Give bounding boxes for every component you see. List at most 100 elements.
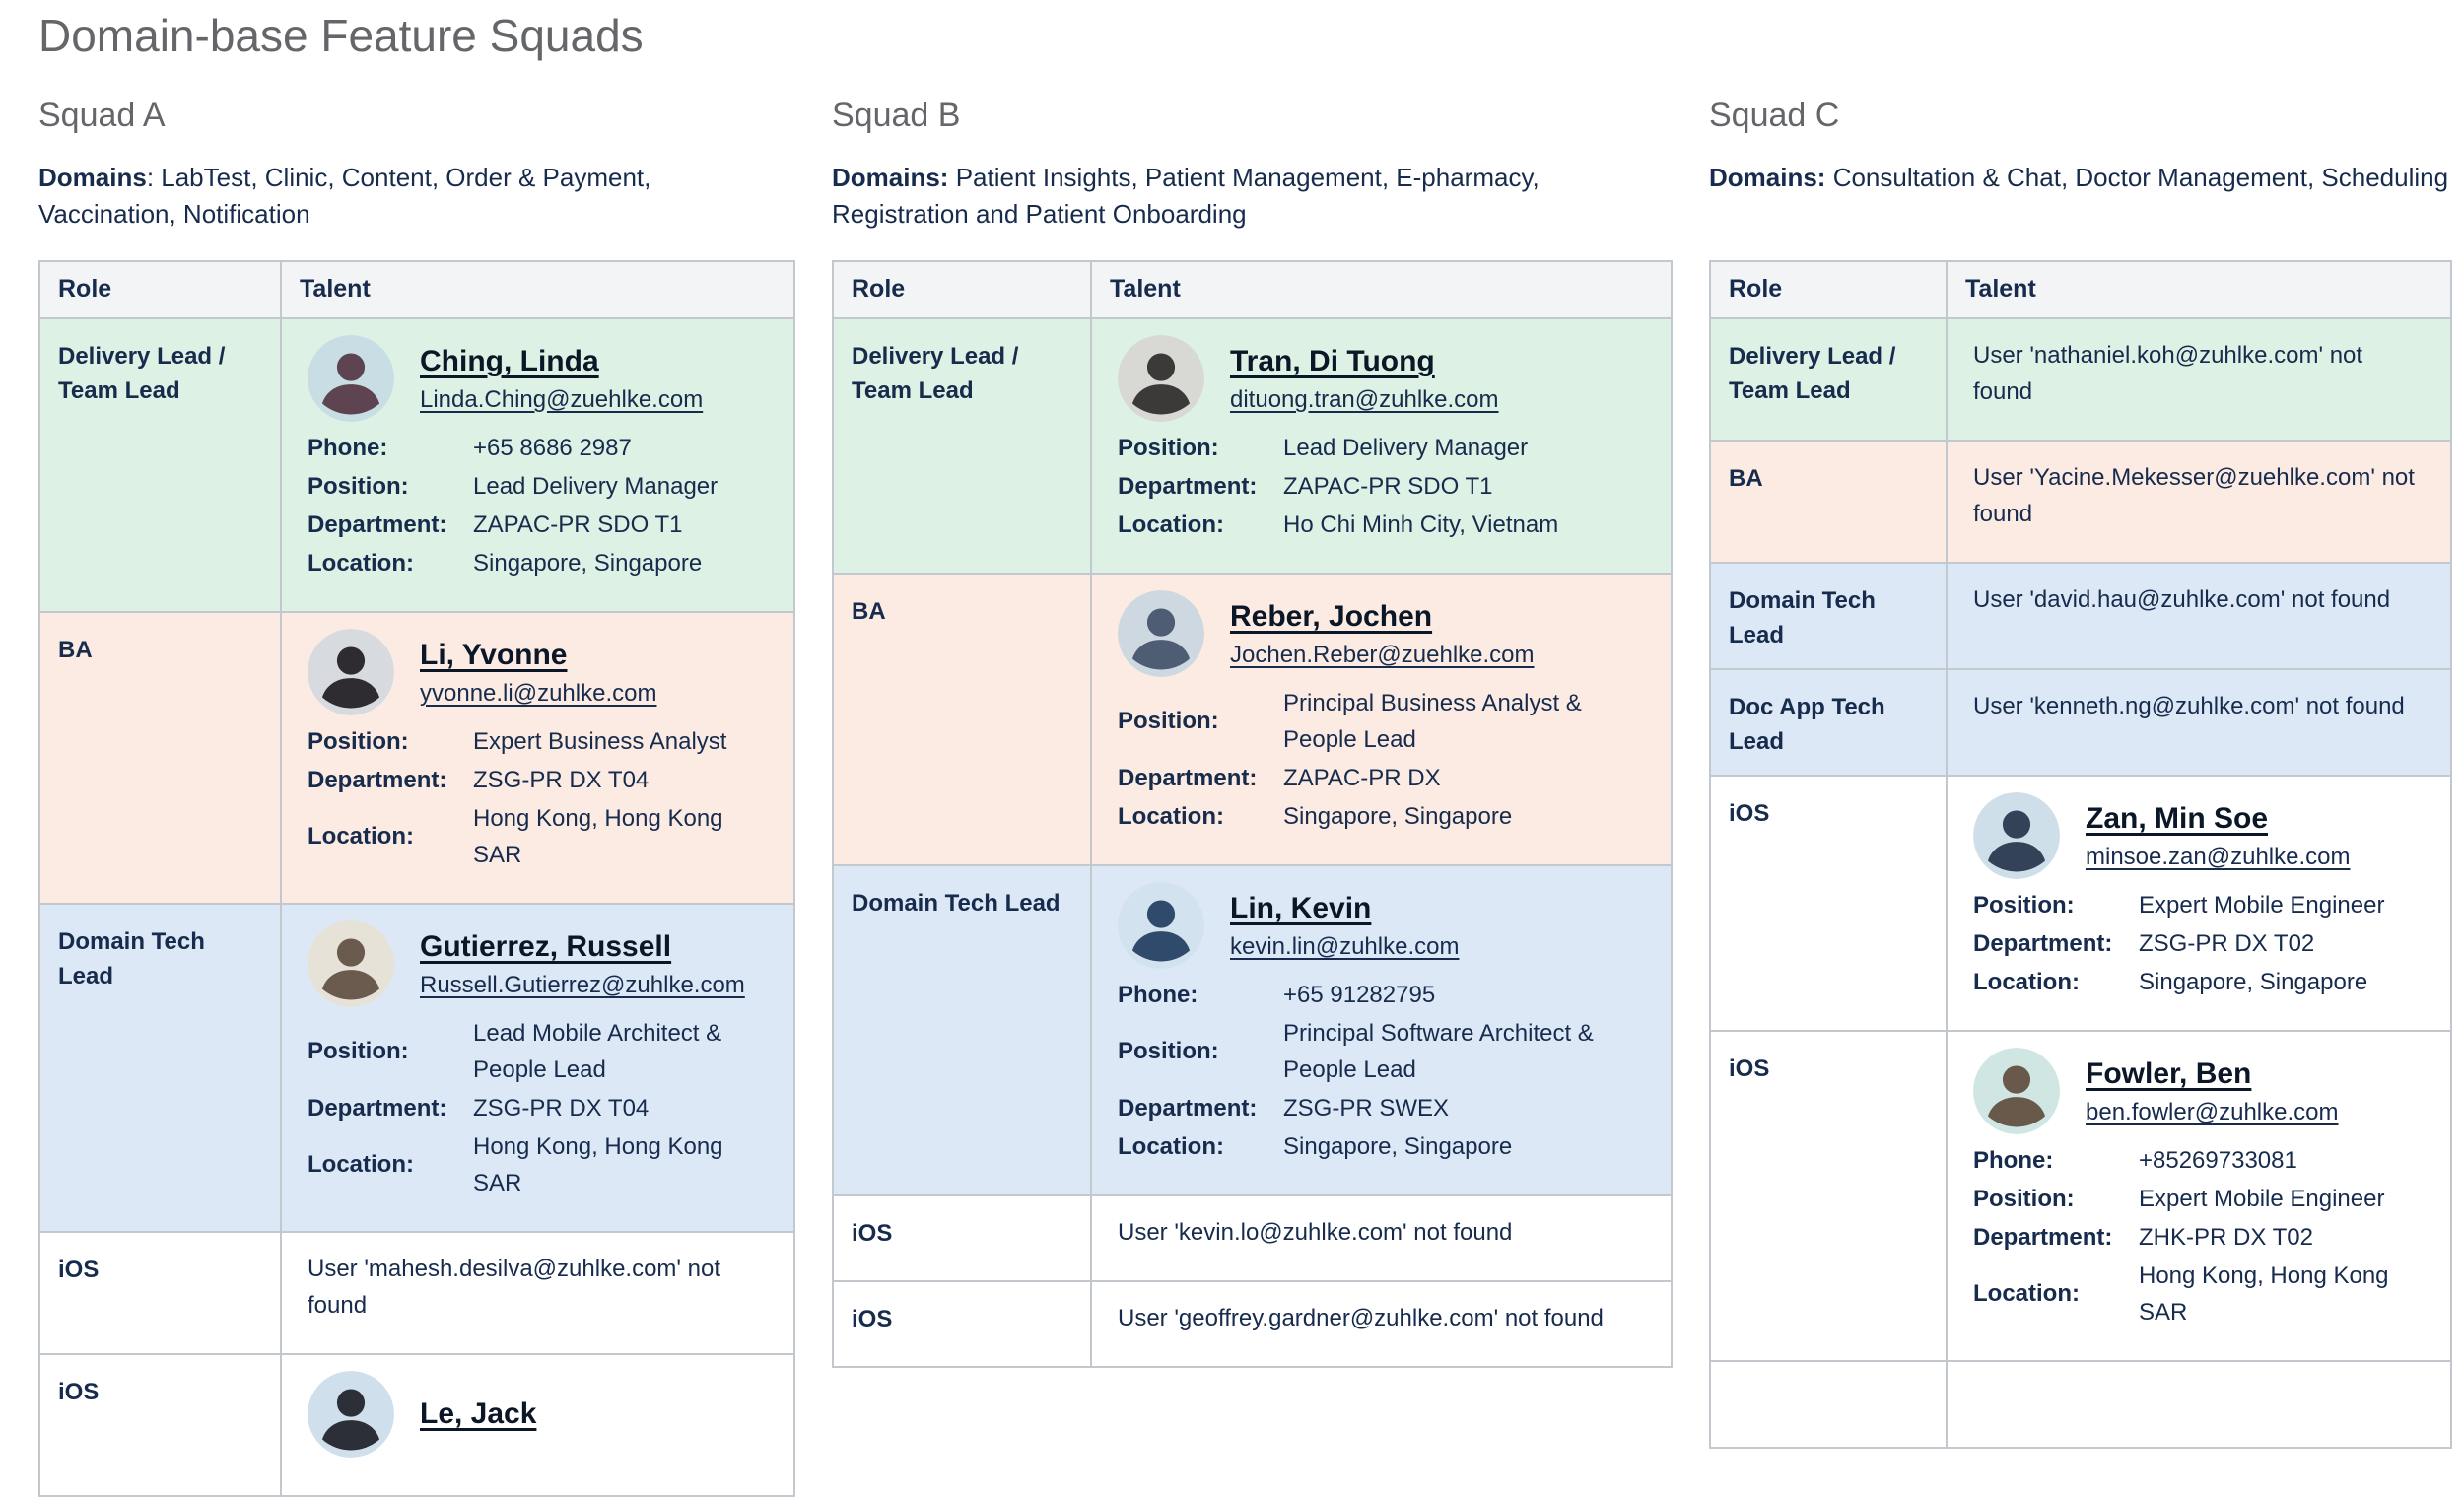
role-cell: Domain Tech Lead [1709, 561, 1948, 670]
field-label: Location: [1118, 802, 1224, 830]
person-identity: Gutierrez, Russell Russell.Gutierrez@zuh… [420, 925, 745, 1001]
field-value: Hong Kong, Hong Kong SAR [473, 804, 723, 868]
person-name-link[interactable]: Reber, Jochen [1230, 600, 1433, 634]
field-label: Department: [1118, 764, 1258, 791]
avatar[interactable] [308, 1370, 394, 1458]
role-cell: iOS [1709, 1029, 1948, 1362]
squads-container: Squad A Domains: LabTest, Clinic, Conten… [38, 96, 2464, 1497]
field-value: Lead Delivery Manager [1283, 434, 1529, 461]
person-email-link[interactable]: yvonne.li@zuhlke.com [420, 680, 657, 708]
talent-cell: Reber, Jochen Jochen.Reber@zuehlke.com P… [1090, 572, 1673, 866]
avatar[interactable] [308, 334, 394, 422]
table-row: iOS User 'kevin.lo@zuhlke.com' not found [832, 1193, 1673, 1282]
field-value: Lead Delivery Manager [473, 472, 719, 500]
user-not-found-text: User 'Yacine.Mekesser@zuehlke.com' not f… [1973, 463, 2415, 527]
talent-cell: User 'kenneth.ng@zuhlke.com' not found [1946, 667, 2452, 777]
avatar[interactable] [308, 919, 394, 1007]
talent-column-header: Talent [1090, 259, 1673, 319]
table-row: iOS User 'geoffrey.gardner@zuhlke.com' n… [832, 1279, 1673, 1368]
person-name-link[interactable]: Fowler, Ben [2086, 1057, 2252, 1091]
person-photo-icon [1973, 791, 2060, 879]
role-column-header: Role [1709, 259, 1948, 319]
person-identity: Le, Jack [420, 1393, 536, 1436]
user-not-found-text: User 'mahesh.desilva@zuhlke.com' not fou… [308, 1255, 721, 1319]
person-card-header: Fowler, Ben ben.fowler@zuhlke.com [1973, 1047, 2427, 1134]
talent-cell: Gutierrez, Russell Russell.Gutierrez@zuh… [280, 902, 795, 1233]
role-cell: BA [832, 572, 1092, 866]
role-cell: Doc App Tech Lead [1709, 667, 1948, 777]
field-label: Location: [308, 1151, 414, 1179]
field-label: Location: [1118, 1132, 1224, 1160]
person-email-link[interactable]: dituong.tran@zuhlke.com [1230, 386, 1499, 414]
person-name-link[interactable]: Gutierrez, Russell [420, 930, 672, 964]
field-value: ZSG-PR DX T04 [473, 1094, 650, 1122]
talent-column-header: Talent [280, 259, 795, 319]
table-row: BA Reber, Jochen Jochen.Reber@zuehlke.co… [832, 572, 1673, 866]
field-value: Singapore, Singapore [1283, 1132, 1513, 1160]
user-not-found-text: User 'kenneth.ng@zuhlke.com' not found [1973, 692, 2405, 719]
person-photo-icon [308, 919, 394, 1007]
field-value: ZSG-PR DX T04 [473, 766, 650, 793]
role-cell: Domain Tech Lead [832, 863, 1092, 1196]
talent-cell: Zan, Min Soe minsoe.zan@zuhlke.com Posit… [1946, 774, 2452, 1032]
person-email-link[interactable]: Russell.Gutierrez@zuhlke.com [420, 972, 745, 999]
person-identity: Tran, Di Tuong dituong.tran@zuhlke.com [1230, 340, 1499, 416]
role-column-header: Role [832, 259, 1092, 319]
person-email-link[interactable]: Jochen.Reber@zuehlke.com [1230, 642, 1535, 669]
domains-label: Domains [38, 162, 147, 192]
avatar[interactable] [1118, 334, 1204, 422]
talent-cell: Fowler, Ben ben.fowler@zuhlke.com Phone:… [1946, 1029, 2452, 1362]
table-header-row: Role Talent [38, 259, 795, 319]
avatar[interactable] [1973, 1047, 2060, 1134]
squad-heading: Squad A [38, 96, 166, 134]
person-email-link[interactable]: ben.fowler@zuhlke.com [2086, 1099, 2339, 1126]
person-identity: Fowler, Ben ben.fowler@zuhlke.com [2086, 1053, 2338, 1128]
squad-section-squad-c: Squad C Domains: Consultation & Chat, Do… [1709, 96, 2452, 1449]
person-name-link[interactable]: Li, Yvonne [420, 639, 568, 672]
field-value: Principal Software Architect & People Le… [1283, 1019, 1594, 1083]
person-email-link[interactable]: minsoe.zan@zuhlke.com [2086, 844, 2351, 871]
table-row [1709, 1359, 2452, 1449]
person-identity: Zan, Min Soe minsoe.zan@zuhlke.com [2086, 797, 2350, 873]
field-label: Department: [1973, 929, 2113, 957]
table-row: Domain Tech Lead User 'david.hau@zuhlke.… [1709, 561, 2452, 670]
field-value: Singapore, Singapore [2139, 968, 2368, 995]
avatar[interactable] [1973, 791, 2060, 879]
person-name-link[interactable]: Zan, Min Soe [2086, 802, 2269, 836]
person-name-link[interactable]: Ching, Linda [420, 345, 599, 378]
field-value: ZAPAC-PR SDO T1 [473, 510, 683, 538]
person-name-link[interactable]: Lin, Kevin [1230, 892, 1372, 925]
field-value: Singapore, Singapore [473, 549, 703, 577]
field-label: Position: [308, 727, 409, 755]
person-email-link[interactable]: kevin.lin@zuhlke.com [1230, 933, 1460, 961]
role-cell: Delivery Lead / Team Lead [832, 316, 1092, 575]
squad-table: Role Talent Delivery Lead / Team Lead Ch… [38, 259, 795, 1497]
squad-table: Role Talent Delivery Lead / Team Lead Tr… [832, 259, 1673, 1368]
avatar[interactable] [1118, 881, 1204, 969]
field-value: Ho Chi Minh City, Vietnam [1283, 510, 1559, 538]
field-value: +85269733081 [2139, 1146, 2297, 1174]
user-not-found-text: User 'nathaniel.koh@zuhlke.com' not foun… [1973, 341, 2363, 405]
talent-cell: User 'mahesh.desilva@zuhlke.com' not fou… [280, 1230, 795, 1355]
role-cell: Delivery Lead / Team Lead [1709, 316, 1948, 442]
person-email-link[interactable]: Linda.Ching@zuehlke.com [420, 386, 704, 414]
person-card-header: Li, Yvonne yvonne.li@zuhlke.com [308, 628, 770, 715]
person-fields: Phone: +65 8686 2987 Position: Lead Deliver… [308, 430, 770, 581]
person-name-link[interactable]: Tran, Di Tuong [1230, 345, 1435, 378]
person-photo-icon [308, 1370, 394, 1458]
avatar[interactable] [308, 628, 394, 715]
person-photo-icon [308, 334, 394, 422]
squad-domains: Domains: LabTest, Clinic, Content, Order… [38, 160, 795, 233]
person-name-link[interactable]: Le, Jack [420, 1396, 537, 1430]
field-label: Location: [1973, 1280, 2080, 1308]
field-value: +65 8686 2987 [473, 434, 632, 461]
user-not-found-text: User 'geoffrey.gardner@zuhlke.com' not f… [1118, 1304, 1604, 1331]
squad-domains: Domains: Patient Insights, Patient Manag… [832, 160, 1673, 233]
talent-column-header: Talent [1946, 259, 2452, 319]
table-row: Delivery Lead / Team Lead Ching, Linda L… [38, 316, 795, 613]
person-fields: Phone: +65 91282795 Position: Principal Sof… [1118, 977, 1647, 1165]
field-value: Lead Mobile Architect & People Lead [473, 1019, 722, 1083]
avatar[interactable] [1118, 589, 1204, 677]
domains-text: Patient Insights, Patient Management, E-… [832, 162, 1540, 229]
